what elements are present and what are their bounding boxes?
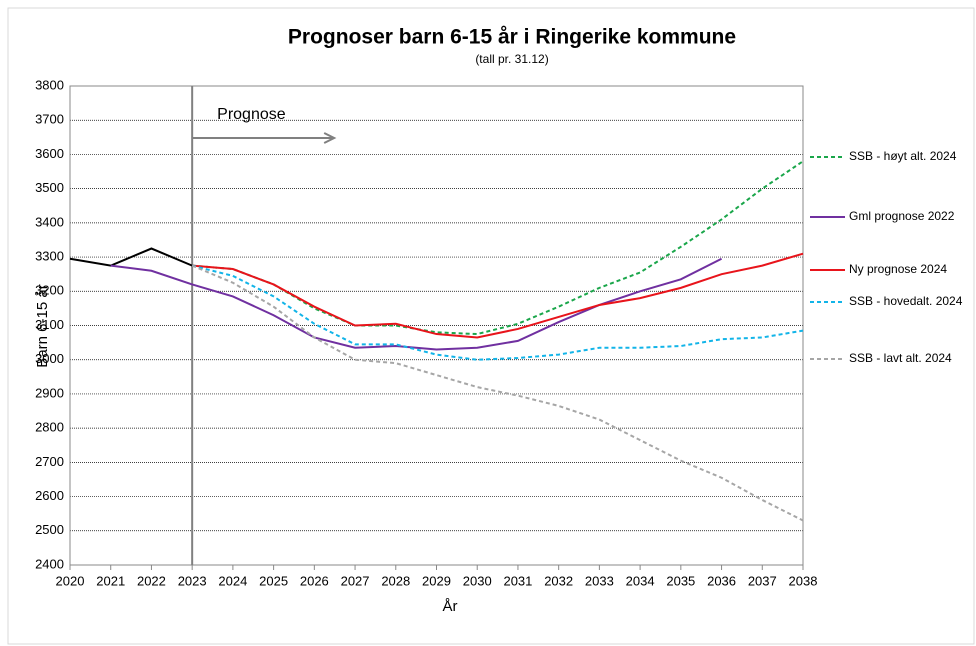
x-tick-label: 2028 [381,573,410,588]
x-tick-label: 2029 [422,573,451,588]
y-tick-label: 3200 [35,283,64,298]
series-line [191,264,804,361]
x-tick-label: 2024 [218,573,247,588]
chart-subtitle: (tall pr. 31.12) [475,52,548,66]
y-tick-label: 2700 [35,454,64,469]
x-tick-label: 2031 [503,573,532,588]
y-tick-label: 2900 [35,385,64,400]
x-tick-label: 2030 [463,573,492,588]
chart-frame [7,7,975,645]
y-tick-label: 3800 [35,77,64,92]
y-tick-label: 3000 [35,351,64,366]
y-tick-label: 2500 [35,522,64,537]
legend-label: Ny prognose 2024 [849,262,947,276]
series-line [192,252,804,339]
chart-title: Prognoser barn 6-15 år i Ringerike kommu… [288,26,736,49]
x-tick-label: 2025 [259,573,288,588]
x-tick-label: 2027 [341,573,370,588]
x-axis-label: År [443,598,458,615]
y-tick-label: 3600 [35,146,64,161]
x-tick-label: 2023 [178,573,207,588]
x-tick-label: 2036 [707,573,736,588]
x-tick-label: 2038 [789,573,818,588]
x-tick-label: 2021 [96,573,125,588]
series-line [110,257,723,351]
legend-label: SSB - lavt alt. 2024 [849,351,952,365]
y-tick-label: 3100 [35,317,64,332]
y-tick-label: 2400 [35,556,64,571]
y-tick-label: 3700 [35,112,64,127]
annotation-arrowhead [323,132,337,144]
annotation-text: Prognose [217,106,286,123]
x-tick-label: 2034 [626,573,655,588]
y-tick-label: 2600 [35,488,64,503]
legend-label: SSB - høyt alt. 2024 [849,149,957,163]
y-tick-label: 2800 [35,420,64,435]
series-line [191,264,804,522]
x-tick-label: 2032 [544,573,573,588]
y-tick-label: 3400 [35,214,64,229]
x-tick-label: 2022 [137,573,166,588]
y-tick-label: 3500 [35,180,64,195]
y-tick-label: 3300 [35,249,64,264]
legend-label: Gml prognose 2022 [849,209,955,223]
series-line [69,247,193,267]
x-tick-label: 2037 [748,573,777,588]
legend-label: SSB - hovedalt. 2024 [849,294,963,308]
x-tick-label: 2020 [56,573,85,588]
x-tick-label: 2033 [585,573,614,588]
y-axis-label: Barn 6-15 år [34,284,51,367]
x-tick-label: 2035 [666,573,695,588]
x-tick-label: 2026 [300,573,329,588]
